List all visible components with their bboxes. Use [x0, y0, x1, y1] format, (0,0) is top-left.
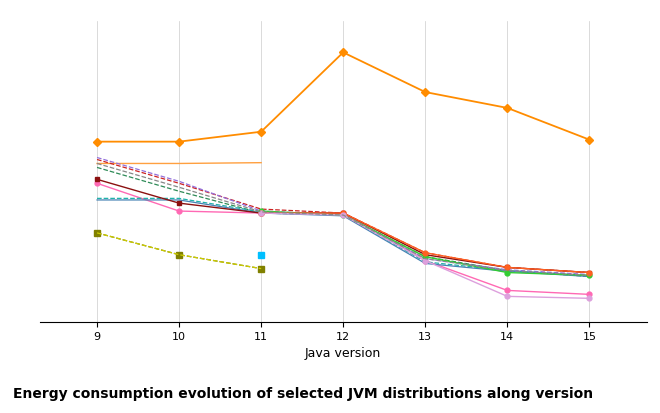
- Text: Energy consumption evolution of selected JVM distributions along version: Energy consumption evolution of selected…: [13, 387, 593, 401]
- X-axis label: Java version: Java version: [305, 347, 381, 361]
